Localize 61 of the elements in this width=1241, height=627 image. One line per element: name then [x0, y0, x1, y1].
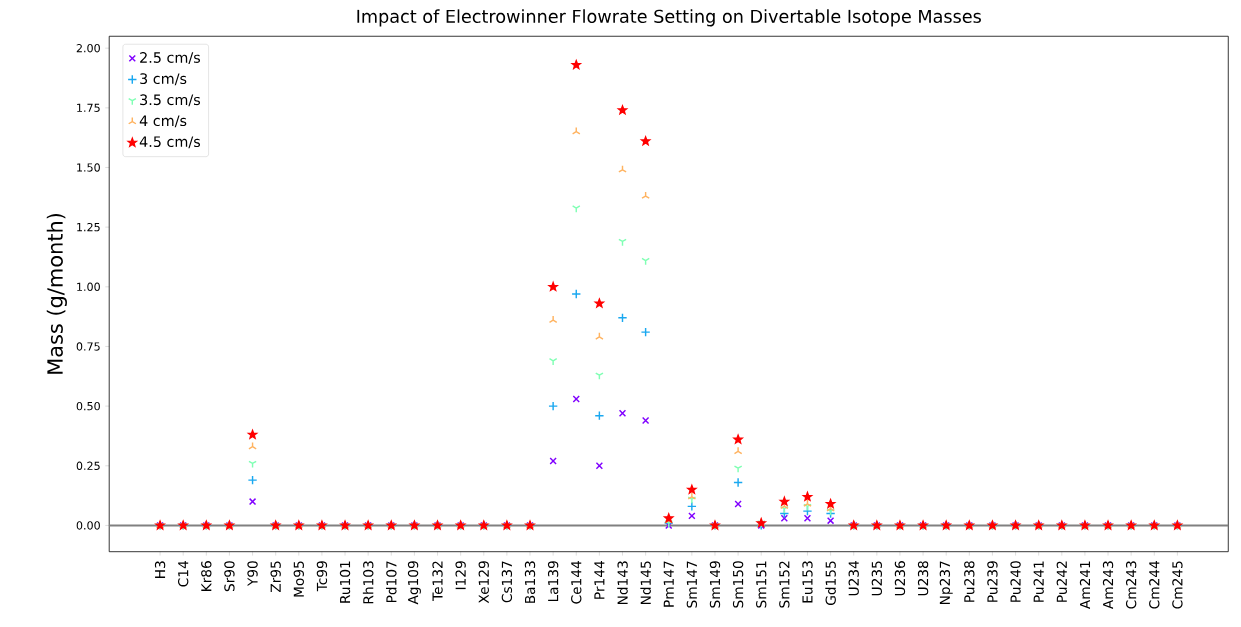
x-tick-label: Pm147	[663, 561, 674, 607]
x-tick-label: Xe129	[478, 561, 489, 604]
x-tick-label: Rh103	[362, 561, 374, 604]
x-tick-label: Y90	[247, 561, 258, 587]
x-tick-label: Cm245	[1172, 561, 1183, 609]
x-tick-label: Pd107	[385, 561, 397, 602]
x-tick-label: Pu240	[1010, 561, 1021, 602]
x-tick-label: La139	[547, 561, 559, 602]
y-tick-label: 2.00	[76, 43, 100, 53]
x-tick-label: Sm147	[686, 561, 698, 608]
x-tick-label: U238	[917, 561, 929, 596]
x-tick-label: Am243	[1102, 561, 1114, 609]
x-tick-label: Sm152	[779, 561, 790, 608]
x-tick-label: Tc99	[316, 561, 328, 592]
y-tick-label: 0.00	[76, 521, 100, 530]
y-tick-label: 1.75	[77, 103, 100, 112]
x-tick-label: U236	[894, 561, 906, 596]
x-tick-label: U234	[848, 560, 859, 596]
x-tick-label: Sm151	[756, 561, 767, 608]
x-tick-label: U235	[871, 561, 883, 596]
x-tick-label: Cm243	[1125, 561, 1137, 609]
x-tick-label: Pu238	[964, 561, 975, 602]
x-tick-label: Zr95	[270, 561, 281, 593]
x-tick-label: Nd143	[617, 561, 628, 604]
legend-label: 3 cm/s	[140, 73, 187, 86]
y-tick-label: 1.50	[77, 163, 100, 172]
x-tick-label: Ba133	[524, 561, 536, 603]
x-tick-label: Pu242	[1056, 561, 1067, 602]
x-tick-label: Pu239	[987, 561, 998, 602]
x-tick-label: Kr86	[201, 561, 212, 591]
legend-label: 2.5 cm/s	[140, 52, 201, 65]
y-tick-label: 0.75	[76, 342, 100, 351]
x-tick-label: Sm149	[709, 561, 721, 608]
legend-label: 4 cm/s	[139, 115, 187, 128]
x-tick-label: Ag109	[407, 561, 421, 605]
x-tick-label: Pu241	[1033, 561, 1044, 602]
x-tick-label: Cm244	[1149, 560, 1160, 609]
x-tick-label: Ce144	[571, 560, 582, 604]
chart-title: Impact of Electrowinner Flowrate Setting on Divertable Isotope Masses	[357, 9, 981, 27]
y-axis-title: Mass (g/month)	[46, 213, 67, 374]
x-tick-label: Pr144	[594, 560, 605, 599]
x-tick-label: Sm150	[732, 561, 744, 608]
x-tick-label: C14	[178, 560, 189, 587]
y-tick-label: 1.00	[77, 282, 100, 291]
x-tick-label: Nd145	[640, 561, 651, 604]
x-tick-label: I129	[455, 561, 466, 590]
y-tick-label: 1.25	[77, 222, 100, 232]
x-tick-label: Te132	[432, 561, 443, 601]
x-tick-label: Ru101	[339, 561, 351, 603]
x-tick-label: Sr90	[224, 561, 235, 592]
y-tick-label: 0.50	[76, 401, 100, 411]
x-tick-label: H3	[154, 561, 166, 578]
legend-label: 3.5 cm/s	[140, 94, 201, 107]
x-tick-label: Am241	[1079, 561, 1091, 609]
legend-label: 4.5 cm/s	[139, 136, 201, 149]
x-tick-label: Mo95	[293, 561, 304, 597]
y-tick-label: 0.25	[76, 461, 100, 470]
x-tick-label: Eu153	[802, 561, 813, 603]
x-tick-label: Np237	[939, 561, 953, 604]
x-tick-label: Cs137	[501, 561, 513, 603]
x-tick-label: Gd155	[825, 561, 836, 605]
